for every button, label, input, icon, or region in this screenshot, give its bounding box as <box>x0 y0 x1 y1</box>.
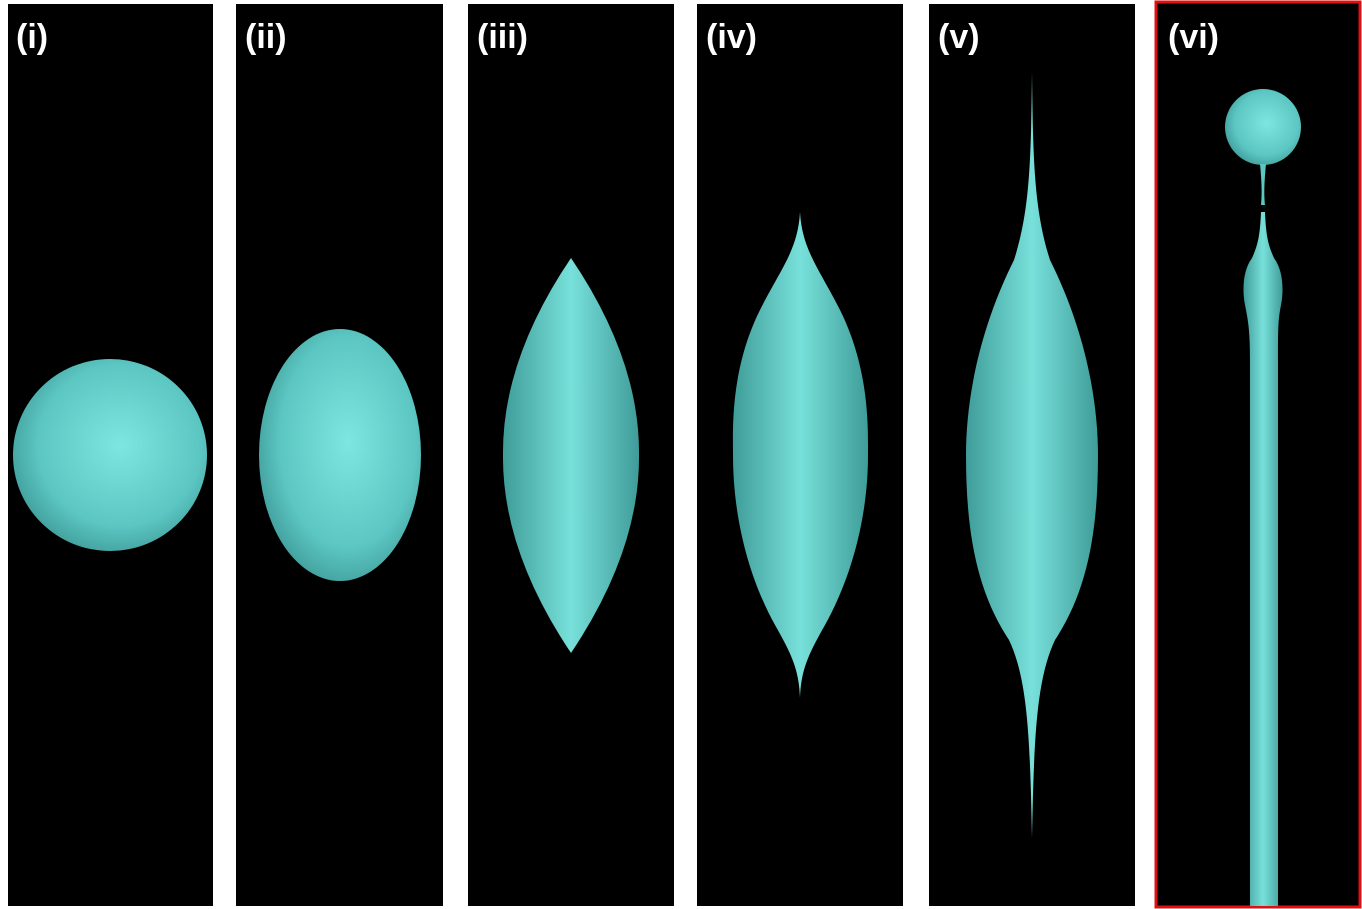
panel-label: (iii) <box>477 18 528 56</box>
panel-label: (i) <box>16 18 48 56</box>
droplet <box>259 329 421 581</box>
panel-label: (ii) <box>245 18 287 56</box>
droplet <box>1225 89 1301 165</box>
droplet <box>13 359 207 551</box>
panel-label: (v) <box>938 18 980 56</box>
panel-label: (vi) <box>1168 18 1219 56</box>
figure: (i) (ii) (iii) (iv) (v) (vi) <box>0 0 1362 909</box>
panel-label: (iv) <box>706 18 757 56</box>
